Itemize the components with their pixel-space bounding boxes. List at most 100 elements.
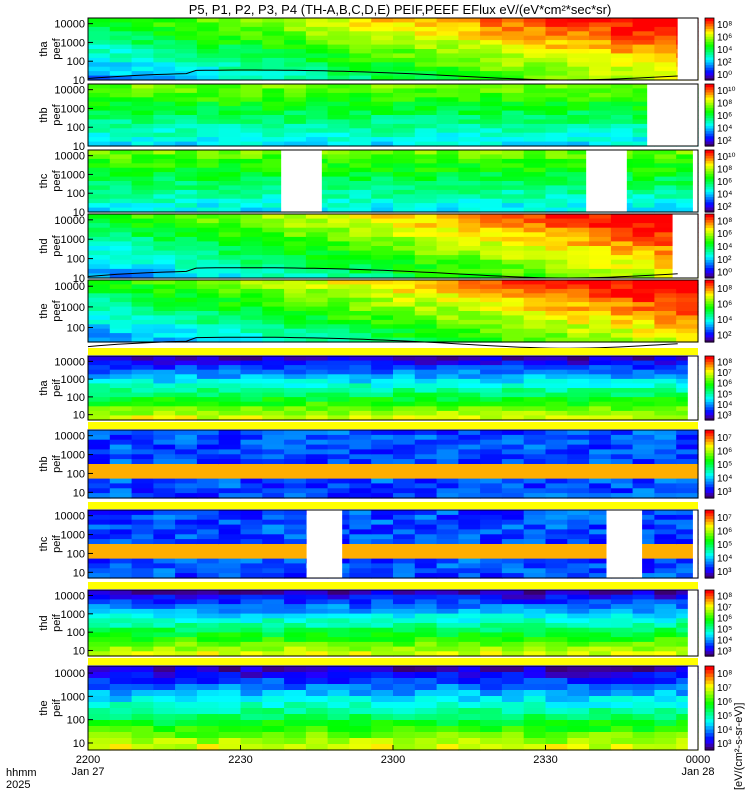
colorbar-tick-label: 10² — [717, 202, 732, 213]
spectrogram-cells — [88, 84, 699, 147]
y-tick-label: 10000 — [54, 668, 85, 680]
panel-frame — [87, 279, 699, 343]
spectrogram-cells — [88, 430, 699, 499]
spectrogram-cells — [88, 666, 699, 751]
colorbar-tick-label: 10⁸ — [717, 357, 732, 368]
y-tick-label: 100 — [67, 254, 85, 266]
colorbar-tick-label: 10⁷ — [717, 433, 732, 444]
data-gap — [647, 84, 698, 146]
colorbar-tick-label: 10⁶ — [717, 614, 732, 625]
colorbar-tick-label: 10⁵ — [717, 460, 732, 471]
y-tick-label: 10 — [73, 410, 85, 422]
colorbar-tick-label: 10³ — [717, 411, 732, 422]
y-axis-label-bottom: peif — [51, 454, 63, 473]
data-gap — [606, 510, 643, 578]
saturation-row — [88, 348, 698, 355]
data-gap — [677, 18, 698, 80]
y-axis-label-top: the — [38, 700, 50, 715]
panel-thb-peif: 10 100 1000 10000 thb peif 10³ 10⁴ 10⁵ 10⁶ 10⁷ — [38, 422, 732, 499]
y-tick-label: 10 — [73, 207, 85, 219]
y-tick-label: 10 — [73, 273, 85, 285]
colorbar-tick-label: 10⁵ — [717, 540, 732, 551]
y-axis-label-top: thc — [38, 173, 50, 188]
y-tick-label: 100 — [67, 548, 85, 560]
spectrogram-cells — [88, 356, 699, 421]
saturation-row — [88, 422, 698, 429]
colorbar-tick-label: 10⁶ — [717, 229, 732, 240]
colorbar-tick-label: 10⁴ — [717, 554, 732, 565]
y-axis-label-bottom: peif — [51, 378, 63, 397]
panel-frame — [87, 589, 699, 657]
colorbar-tick-label: 10⁸ — [717, 284, 732, 295]
y-axis-label-top: thc — [38, 536, 50, 551]
chart-title: P5, P1, P2, P3, P4 (TH-A,B,C,D,E) PEIF,P… — [189, 2, 612, 17]
y-tick-label: 1000 — [61, 691, 85, 703]
y-axis-label-bottom: peef — [51, 299, 63, 321]
y-tick-label: 10 — [73, 141, 85, 153]
saturation-row — [88, 502, 698, 509]
y-tick-label: 1000 — [61, 103, 85, 115]
panel-thd-peef: 10 100 1000 10000 thd peef 10⁰ 10² 10⁴ 10⁶ 10⁸ — [38, 213, 732, 285]
y-tick-label: 100 — [67, 323, 85, 335]
colorbar-tick-label: 10⁷ — [717, 683, 732, 694]
colorbar-tick-label: 10⁶ — [717, 177, 732, 188]
colorbar: 10² 10⁴ 10⁶ 10⁸ — [704, 279, 732, 343]
x-tick-time: 2300 — [381, 754, 405, 766]
y-axis-label-bottom: peef — [51, 37, 63, 59]
data-gap — [306, 510, 343, 578]
y-tick-label: 100 — [67, 392, 85, 404]
colorbar-tick-label: 10⁷ — [717, 603, 732, 614]
colorbar-tick-label: 10⁸ — [717, 592, 732, 603]
colorbar-tick-label: 10⁵ — [717, 625, 732, 636]
y-tick-label: 10000 — [54, 431, 85, 443]
colorbar-tick-label: 10⁴ — [717, 474, 732, 485]
colorbar: 10³ 10⁴ 10⁵ 10⁶ 10⁷ — [704, 509, 732, 579]
y-axis-label-top: thd — [38, 615, 50, 630]
y-tick-label: 100 — [67, 56, 85, 68]
y-axis-label-top: thb — [38, 107, 50, 122]
y-axis-label-bottom: peif — [51, 613, 63, 632]
colorbar-tick-label: 10³ — [717, 739, 732, 750]
colorbar-tick-label: 10⁶ — [717, 446, 732, 457]
y-tick-label: 10 — [73, 567, 85, 579]
y-tick-label: 10000 — [54, 19, 85, 31]
colorbar-tick-label: 10¹⁰ — [717, 152, 735, 163]
y-axis-label-top: thd — [38, 238, 50, 253]
y-axis-label-bottom: peef — [51, 234, 63, 256]
x-tick-date: Jan 27 — [71, 766, 104, 778]
spectrogram-cells — [88, 280, 699, 343]
x-year-label: 2025 — [6, 779, 30, 791]
x-row-label: hhmm — [6, 767, 37, 779]
y-axis-label-bottom: peef — [51, 103, 63, 125]
colorbar-tick-label: 10¹⁰ — [717, 86, 735, 97]
colorbar-tick-label: 10⁰ — [717, 70, 732, 81]
panel-frame — [87, 83, 699, 147]
y-axis-label-top: thb — [38, 456, 50, 471]
colorbar-tick-label: 10³ — [717, 567, 732, 578]
colorbar-tick-label: 10⁶ — [717, 526, 732, 537]
y-tick-label: 10000 — [54, 215, 85, 227]
y-axis-label-bottom: peif — [51, 698, 63, 717]
colorbar-tick-label: 10⁸ — [717, 165, 732, 176]
y-tick-label: 10000 — [54, 151, 85, 163]
panel-frame — [87, 213, 699, 279]
y-tick-label: 1000 — [61, 530, 85, 542]
data-gap — [586, 150, 627, 212]
colorbar-unit-label: [eV/(cm²-s-sr-eV)] — [733, 703, 745, 790]
colorbar-tick-label: 10⁴ — [717, 400, 732, 411]
x-tick-time: 0000 — [686, 754, 710, 766]
colorbar-tick-label: 10⁵ — [717, 711, 732, 722]
y-axis-label-top: the — [38, 303, 50, 318]
colorbar: 10³ 10⁴ 10⁵ 10⁶ 10⁷ — [704, 429, 732, 499]
colorbar-tick-label: 10⁶ — [717, 33, 732, 44]
